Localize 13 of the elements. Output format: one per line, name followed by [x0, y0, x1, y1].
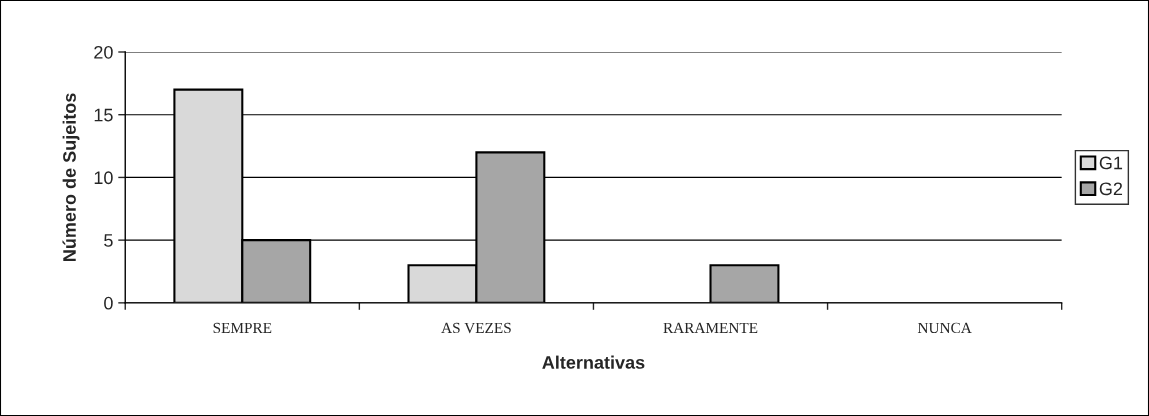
legend-label: G2: [1099, 182, 1123, 196]
y-tick-label: 20: [94, 45, 113, 59]
y-tick-label: 0: [104, 296, 113, 310]
y-tick-label: 15: [94, 108, 113, 122]
x-tick-label: AS VEZES: [441, 322, 511, 334]
y-axis-title: Número de Sujeitos: [62, 93, 80, 261]
x-tick-label: NUNCA: [917, 322, 972, 334]
y-tick-label: 10: [94, 171, 113, 185]
x-axis-title: Alternativas: [542, 355, 645, 369]
x-tick-label: RARAMENTE: [663, 322, 758, 333]
y-tick-label: 5: [104, 234, 113, 247]
legend-label: G1: [1099, 156, 1123, 170]
x-tick-label: SEMPRE: [213, 322, 272, 334]
